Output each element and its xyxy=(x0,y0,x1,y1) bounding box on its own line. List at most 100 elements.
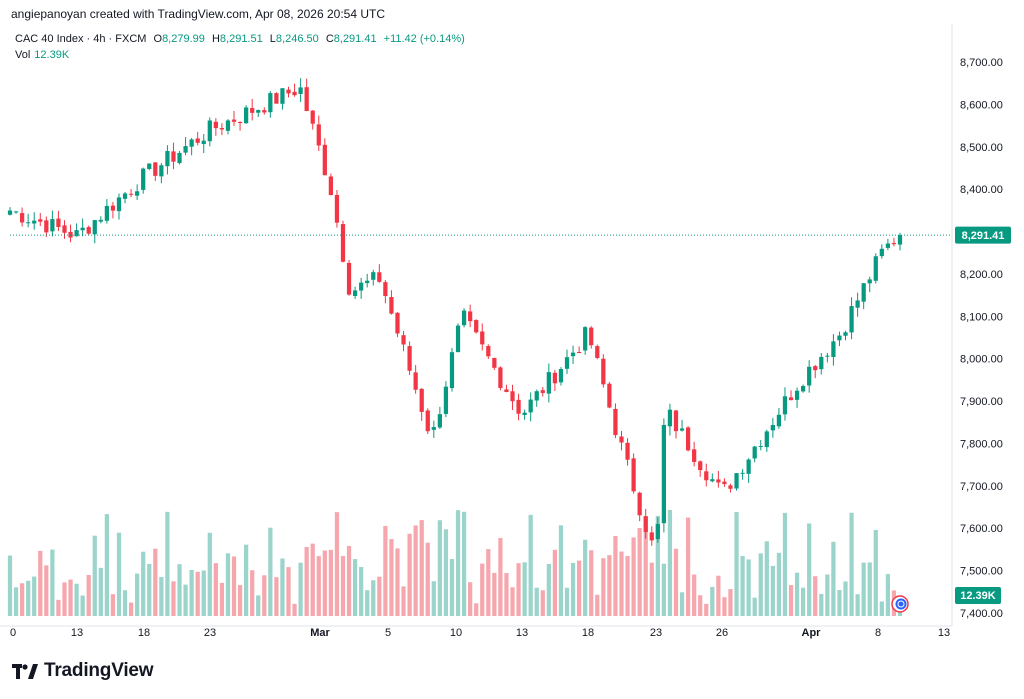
volume-bar xyxy=(177,564,182,616)
volume-bar xyxy=(710,586,715,616)
candle-body xyxy=(468,311,473,322)
candle-body xyxy=(280,88,285,104)
candle-body xyxy=(135,191,140,196)
candle-body xyxy=(377,272,382,282)
volume-bar xyxy=(498,537,503,616)
candle-body xyxy=(613,408,618,436)
volume-bar xyxy=(19,583,25,616)
volume-bar xyxy=(292,603,297,616)
candle-body xyxy=(431,427,436,430)
symbol-title[interactable]: CAC 40 Index · 4h · FXCM xyxy=(15,33,147,45)
candle-body xyxy=(607,383,612,408)
volume-bar xyxy=(225,553,231,616)
price-chart[interactable]: 7,400.00 7,500.00 7,600.00 7,700.00 7,800.00… xyxy=(0,0,1024,650)
volume-bar xyxy=(825,574,830,616)
candle-body xyxy=(486,346,491,357)
candle-body xyxy=(722,481,727,485)
price-tick-label: 7,600.00 xyxy=(960,523,1003,535)
time-axis[interactable]: 0 13 18 23 Mar 5 10 13 18 23 26 Apr 8 13 xyxy=(10,627,950,639)
volume-bar xyxy=(807,523,812,616)
last-price-badge: 8,291.41 xyxy=(955,226,1011,244)
volume-bar xyxy=(316,556,321,616)
candle-body xyxy=(576,352,582,354)
volume-bar xyxy=(685,517,691,616)
volume-bar xyxy=(231,556,237,616)
candle-body xyxy=(104,205,109,221)
volume-bar xyxy=(867,562,872,616)
candle-body xyxy=(897,235,903,245)
volume-bar xyxy=(540,590,545,616)
candle-body xyxy=(631,458,636,492)
volume-bar xyxy=(413,525,418,616)
volume-bar xyxy=(110,594,116,616)
close-value: 8,291.41 xyxy=(333,33,377,45)
ohlc-row: CAC 40 Index · 4h · FXCM O8,279.99 H8,29… xyxy=(15,31,465,47)
candle-body xyxy=(250,108,255,113)
volume-bar xyxy=(7,555,13,616)
candle-body xyxy=(116,197,122,212)
volume-bar xyxy=(601,558,606,616)
volume-bar xyxy=(298,562,303,616)
volume-bar xyxy=(879,601,884,616)
low-value: 8,246.50 xyxy=(275,33,319,45)
candle-body xyxy=(831,341,836,357)
volume-bar xyxy=(595,594,600,616)
volume-bar xyxy=(286,567,291,616)
tradingview-brand[interactable]: TradingView xyxy=(12,660,154,682)
candle-body xyxy=(734,473,739,489)
event-marker-icon[interactable] xyxy=(891,595,909,613)
price-axis[interactable]: 7,400.00 7,500.00 7,600.00 7,700.00 7,800.00… xyxy=(960,57,1003,620)
candle-body xyxy=(655,523,660,540)
candle-body xyxy=(86,227,91,234)
last-volume-label: 12.39K xyxy=(960,590,996,602)
candle-body xyxy=(825,355,830,357)
candle-body xyxy=(419,388,424,412)
candle-body xyxy=(371,272,376,280)
volume-bar xyxy=(207,532,212,616)
open-label: O xyxy=(153,33,163,45)
volume-bar xyxy=(104,514,109,616)
candle-body xyxy=(861,283,866,302)
candle-body xyxy=(764,431,769,448)
volume-bar xyxy=(389,539,394,616)
brand-name: TradingView xyxy=(44,660,154,681)
candle-body xyxy=(546,372,551,394)
candle-body xyxy=(692,449,697,462)
volume-bar xyxy=(486,549,491,616)
time-tick-label: 5 xyxy=(385,627,391,639)
candle-body xyxy=(794,390,800,400)
volume-bar xyxy=(855,594,860,616)
candle-body xyxy=(322,144,327,176)
candle-body xyxy=(32,220,37,224)
volume-bar xyxy=(365,590,370,616)
candle-body xyxy=(492,357,497,368)
volume-bar xyxy=(92,535,97,616)
volume-bar xyxy=(74,583,79,616)
volume-bar xyxy=(219,582,225,616)
candle-body xyxy=(776,414,782,427)
volume-bar xyxy=(843,581,848,616)
volume-bar xyxy=(56,599,61,616)
candle-body xyxy=(698,461,703,471)
volume-bar xyxy=(437,520,442,616)
candle-body xyxy=(558,368,564,383)
candle-body xyxy=(673,410,679,432)
candle-body xyxy=(716,479,721,483)
change-value: +11.42 (+0.14%) xyxy=(383,33,465,45)
price-tick-label: 8,400.00 xyxy=(960,184,1003,196)
price-tick-label: 7,800.00 xyxy=(960,438,1003,450)
volume-bars xyxy=(7,509,903,616)
candle-body xyxy=(177,152,182,164)
volume-bar xyxy=(468,582,473,616)
volume-bar xyxy=(159,576,164,616)
volume-bar xyxy=(510,587,515,616)
candle-body xyxy=(74,230,79,237)
candle-body xyxy=(334,194,340,223)
volume-bar xyxy=(455,510,461,616)
candle-body xyxy=(244,107,249,124)
candle-body xyxy=(849,306,854,333)
volume-bar xyxy=(837,590,842,616)
volume-bar xyxy=(516,563,521,616)
candle-body xyxy=(443,386,449,414)
volume-bar xyxy=(68,579,73,616)
